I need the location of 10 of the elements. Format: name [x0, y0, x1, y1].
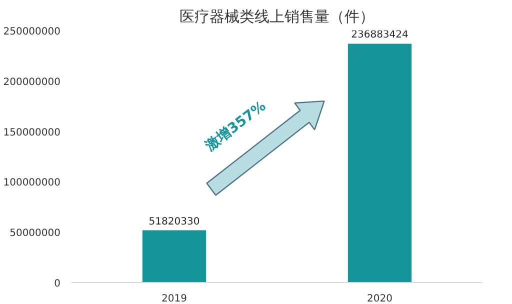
x-tick-label: 2019 — [162, 294, 187, 304]
y-tick-label: 150000000 — [3, 127, 61, 138]
y-tick-label: 200000000 — [3, 76, 61, 88]
chart-title: 医疗器械类线上销售量（件） — [180, 8, 374, 26]
y-tick-label: 100000000 — [3, 178, 61, 189]
y-tick-label: 0 — [54, 278, 61, 290]
y-tick-label: 50000000 — [10, 228, 61, 240]
x-tick-label: 2020 — [367, 294, 392, 304]
data-label: 51820330 — [148, 216, 200, 228]
y-tick-label: 250000000 — [3, 26, 61, 38]
